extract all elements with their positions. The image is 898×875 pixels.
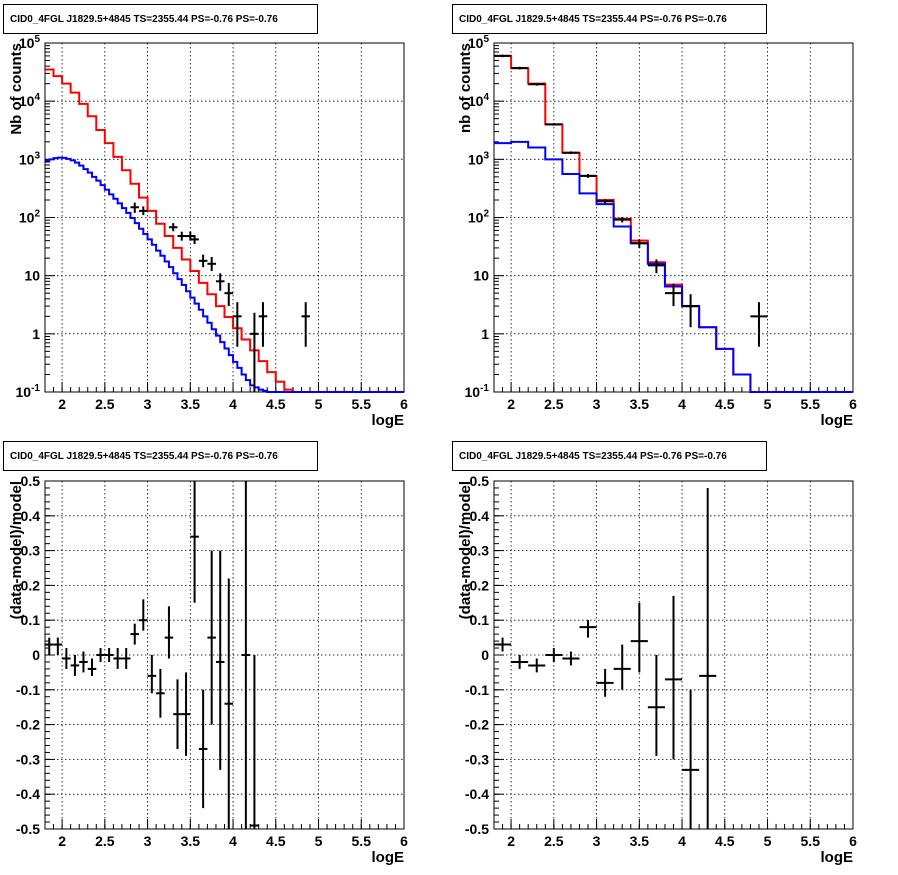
- y-axis-label: (data-model)/model: [8, 481, 25, 619]
- plot-frame: [44, 480, 405, 830]
- y-axis-label: Nb of counts: [8, 43, 25, 135]
- x-tick-label: 2.5: [544, 396, 564, 412]
- y-tick-label: 0.1: [470, 612, 490, 628]
- x-tick-label: 2.5: [95, 396, 115, 412]
- y-tick-label: -0.2: [465, 717, 489, 733]
- x-tick-label: 3: [144, 396, 152, 412]
- chart-panel-bottom-left: CID0_4FGL J1829.5+4845 TS=2355.44 PS=-0.…: [0, 437, 449, 875]
- x-tick-label: 4.5: [266, 396, 286, 412]
- y-tick-label: 0.4: [21, 508, 41, 524]
- x-tick-label: 2.5: [95, 833, 115, 849]
- x-tick-label: 6: [400, 396, 408, 412]
- x-tick-label: 4: [678, 833, 686, 849]
- series-line: [45, 156, 404, 393]
- y-tick-label: 0: [32, 647, 40, 663]
- x-tick-label: 2: [58, 396, 66, 412]
- y-tick-label: -0.1: [465, 682, 489, 698]
- y-tick-label: 10-1: [465, 383, 490, 400]
- x-tick-label: 3.5: [181, 833, 201, 849]
- x-tick-label: 5.5: [801, 833, 821, 849]
- y-tick-label: -0.5: [16, 821, 40, 837]
- y-tick-label: 0.3: [470, 543, 490, 559]
- x-tick-label: 6: [849, 833, 857, 849]
- x-tick-label: 3: [593, 833, 601, 849]
- x-tick-label: 5: [315, 833, 323, 849]
- x-tick-label: 4: [678, 396, 686, 412]
- x-tick-label: 2: [58, 833, 66, 849]
- chart-title: CID0_4FGL J1829.5+4845 TS=2355.44 PS=-0.…: [3, 441, 318, 471]
- y-tick-label: 1: [32, 326, 40, 342]
- y-tick-label: -0.1: [16, 682, 40, 698]
- x-tick-label: 5.5: [352, 833, 372, 849]
- x-tick-label: 5: [764, 833, 772, 849]
- series-line: [45, 68, 404, 393]
- chart-panel-top-right: CID0_4FGL J1829.5+4845 TS=2355.44 PS=-0.…: [449, 0, 898, 437]
- plot-frame: [44, 42, 405, 393]
- x-tick-label: 4: [229, 833, 237, 849]
- x-tick-label: 4: [229, 396, 237, 412]
- x-tick-label: 6: [400, 833, 408, 849]
- y-tick-label: 0.4: [470, 508, 490, 524]
- x-tick-label: 6: [849, 396, 857, 412]
- chart-title: CID0_4FGL J1829.5+4845 TS=2355.44 PS=-0.…: [3, 4, 318, 34]
- x-tick-label: 2: [507, 396, 515, 412]
- y-tick-label: -0.2: [16, 717, 40, 733]
- y-axis-label: (data-model)/model: [457, 481, 474, 619]
- x-tick-label: 2: [507, 833, 515, 849]
- y-axis-label: nb of counts: [457, 43, 474, 133]
- counts-chart-svg: 2 2.5 3 3.5 4 4.5 5 5.5 610-1110102103104105logE…: [8, 34, 408, 429]
- chart-panel-top-left: CID0_4FGL J1829.5+4845 TS=2355.44 PS=-0.…: [0, 0, 449, 437]
- residual-chart-svg: 2 2.5 3 3.5 4 4.5 5 5.5 6 -0.5 -0.4 -0.3 -0.2 -0.1 0 0.…: [457, 473, 857, 866]
- y-tick-label: 10-1: [16, 383, 41, 400]
- x-tick-label: 3.5: [181, 396, 201, 412]
- y-tick-label: 102: [468, 209, 490, 226]
- y-tick-label: -0.4: [465, 786, 489, 802]
- x-tick-label: 3.5: [630, 833, 650, 849]
- y-tick-label: 103: [19, 150, 41, 167]
- y-tick-label: -0.3: [16, 751, 40, 767]
- x-tick-label: 5.5: [801, 396, 821, 412]
- x-tick-label: 5: [764, 396, 772, 412]
- y-tick-label: 0.5: [470, 473, 490, 489]
- y-tick-label: 0.2: [21, 577, 41, 593]
- x-tick-label: 4.5: [715, 833, 735, 849]
- y-tick-label: 1: [481, 326, 489, 342]
- x-axis-label: logE: [372, 849, 405, 866]
- y-tick-label: 10: [473, 268, 489, 284]
- residual-chart-svg: 2 2.5 3 3.5 4 4.5 5 5.5 6 -0.5 -0.4 -0.3 -0.2 -0.1 0 0.…: [8, 473, 408, 866]
- y-tick-label: 0: [481, 647, 489, 663]
- chart-panel-bottom-right: CID0_4FGL J1829.5+4845 TS=2355.44 PS=-0.…: [449, 437, 898, 875]
- y-tick-label: 103: [468, 150, 490, 167]
- x-tick-label: 3: [593, 396, 601, 412]
- y-tick-label: 0.5: [21, 473, 41, 489]
- x-tick-label: 3: [144, 833, 152, 849]
- y-tick-label: -0.5: [465, 821, 489, 837]
- y-tick-label: -0.3: [465, 751, 489, 767]
- x-tick-label: 5.5: [352, 396, 372, 412]
- y-tick-label: 0.2: [470, 577, 490, 593]
- x-tick-label: 2.5: [544, 833, 564, 849]
- series-line: [494, 54, 853, 393]
- x-tick-label: 4.5: [715, 396, 735, 412]
- chart-title: CID0_4FGL J1829.5+4845 TS=2355.44 PS=-0.…: [452, 441, 767, 471]
- y-tick-label: 10: [24, 268, 40, 284]
- plot-frame: [493, 480, 854, 830]
- series-line: [494, 140, 853, 393]
- x-axis-label: logE: [821, 849, 854, 866]
- y-tick-label: 0.1: [21, 612, 41, 628]
- y-tick-label: -0.4: [16, 786, 40, 802]
- plot-frame: [493, 42, 854, 393]
- x-tick-label: 3.5: [630, 396, 650, 412]
- chart-title: CID0_4FGL J1829.5+4845 TS=2355.44 PS=-0.…: [452, 4, 767, 34]
- x-axis-label: logE: [821, 412, 854, 429]
- x-tick-label: 5: [315, 396, 323, 412]
- x-tick-label: 4.5: [266, 833, 286, 849]
- y-tick-label: 102: [19, 209, 41, 226]
- counts-chart-svg: 2 2.5 3 3.5 4 4.5 5 5.5 610-1110102103104105logE…: [457, 34, 857, 429]
- x-axis-label: logE: [372, 412, 405, 429]
- y-tick-label: 0.3: [21, 543, 41, 559]
